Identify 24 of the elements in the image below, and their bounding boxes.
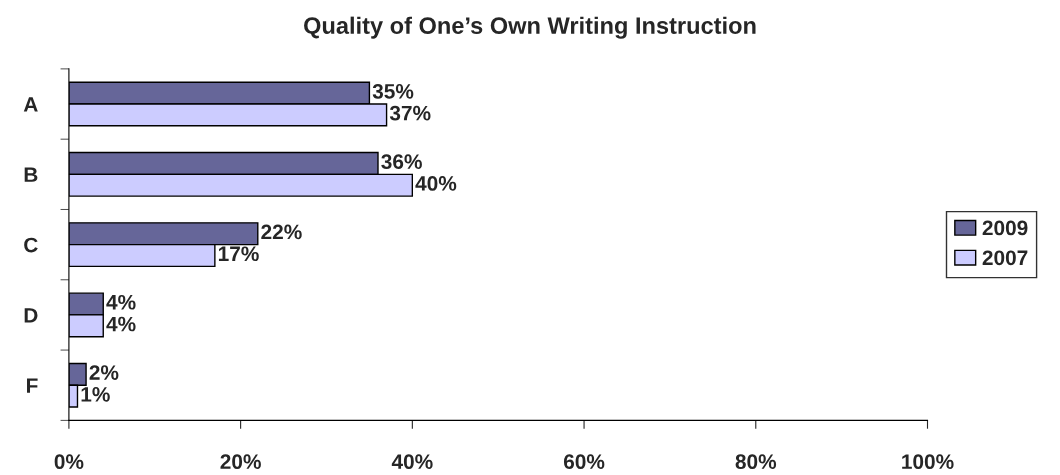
y-tick-label: F — [27, 378, 38, 393]
data-label: 4% — [106, 316, 136, 332]
legend-label: 2009 — [982, 220, 1028, 236]
data-label: 35% — [372, 83, 414, 99]
x-tick-label: 40% — [391, 454, 433, 470]
data-label: 40% — [415, 176, 457, 191]
data-label: 4% — [106, 294, 136, 310]
x-tick-label: 80% — [735, 454, 777, 470]
x-tick-label: 20% — [220, 454, 261, 470]
x-tick-label: 0% — [54, 454, 84, 470]
data-label: 22% — [261, 224, 302, 240]
y-tick-label: C — [24, 237, 38, 253]
data-label: 36% — [381, 154, 422, 170]
x-tick-label: 100% — [902, 454, 954, 470]
data-label: 17% — [218, 246, 259, 262]
y-tick-label: B — [24, 167, 38, 182]
data-label: 37% — [389, 105, 431, 121]
chart-title: Quality of One’s Own Writing Instruction — [304, 16, 756, 39]
data-label: 1% — [81, 387, 110, 402]
x-tick-label: 60% — [563, 454, 605, 470]
y-tick-label: A — [23, 97, 38, 112]
data-label: 2% — [89, 365, 119, 380]
y-tick-label: D — [24, 308, 38, 323]
legend-label: 2007 — [982, 250, 1028, 266]
